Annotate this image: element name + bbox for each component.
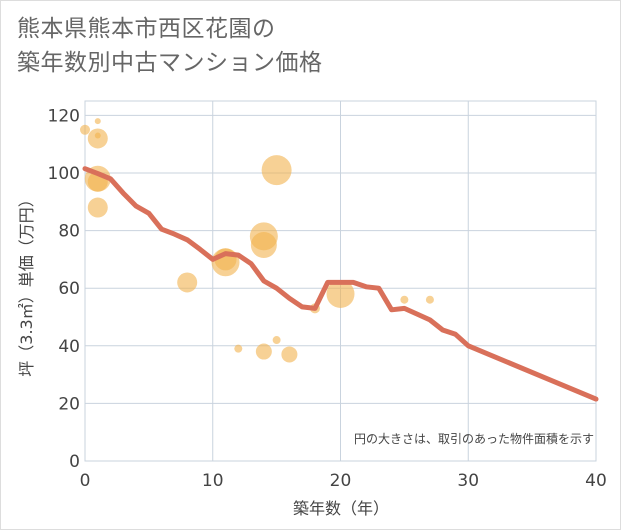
title-line-2: 築年数別中古マンション価格: [17, 50, 323, 76]
y-tick-label: 80: [58, 222, 80, 242]
x-axis-label: 築年数（年）: [293, 499, 389, 518]
bubble: [94, 118, 101, 125]
trend-line: [82, 166, 599, 402]
y-tick-label: 120: [48, 106, 80, 126]
bubble: [234, 344, 243, 353]
bubbles-layer: [80, 118, 434, 363]
x-tick-label: 30: [457, 471, 479, 491]
y-tick-label: 100: [48, 164, 80, 184]
bubble: [272, 336, 281, 345]
grid-lines: [84, 100, 597, 462]
bubble: [87, 197, 108, 218]
y-tick-label: 0: [69, 452, 80, 472]
x-tick-label: 40: [585, 471, 607, 491]
bubble: [261, 155, 292, 186]
bubble: [326, 279, 355, 308]
trend-layer: [82, 166, 599, 402]
bubble: [425, 295, 434, 304]
bubble: [80, 124, 90, 135]
bubble: [255, 343, 272, 360]
chart-title: 熊本県熊本市西区花園の 築年数別中古マンション価格: [17, 12, 323, 80]
bubble: [281, 346, 298, 363]
y-tick-label: 20: [58, 394, 80, 414]
y-tick-label: 40: [58, 337, 80, 357]
title-line-1: 熊本県熊本市西区花園の: [17, 16, 276, 42]
bubble: [87, 128, 108, 149]
x-tick-label: 20: [330, 471, 352, 491]
bubble: [250, 232, 277, 258]
bubble: [177, 272, 198, 293]
x-tick-label: 10: [202, 471, 224, 491]
y-tick-label: 60: [58, 279, 80, 299]
bubble: [400, 295, 409, 304]
x-tick-label: 0: [80, 471, 91, 491]
y-axis-label: 坪（3.3㎡）単価（万円）: [17, 191, 36, 376]
size-note: 円の大きさは、取引のあった物件面積を示す: [354, 431, 594, 446]
tick-labels: 0 10 20 30 40 0 20 40 60 80 100 120: [48, 106, 607, 491]
